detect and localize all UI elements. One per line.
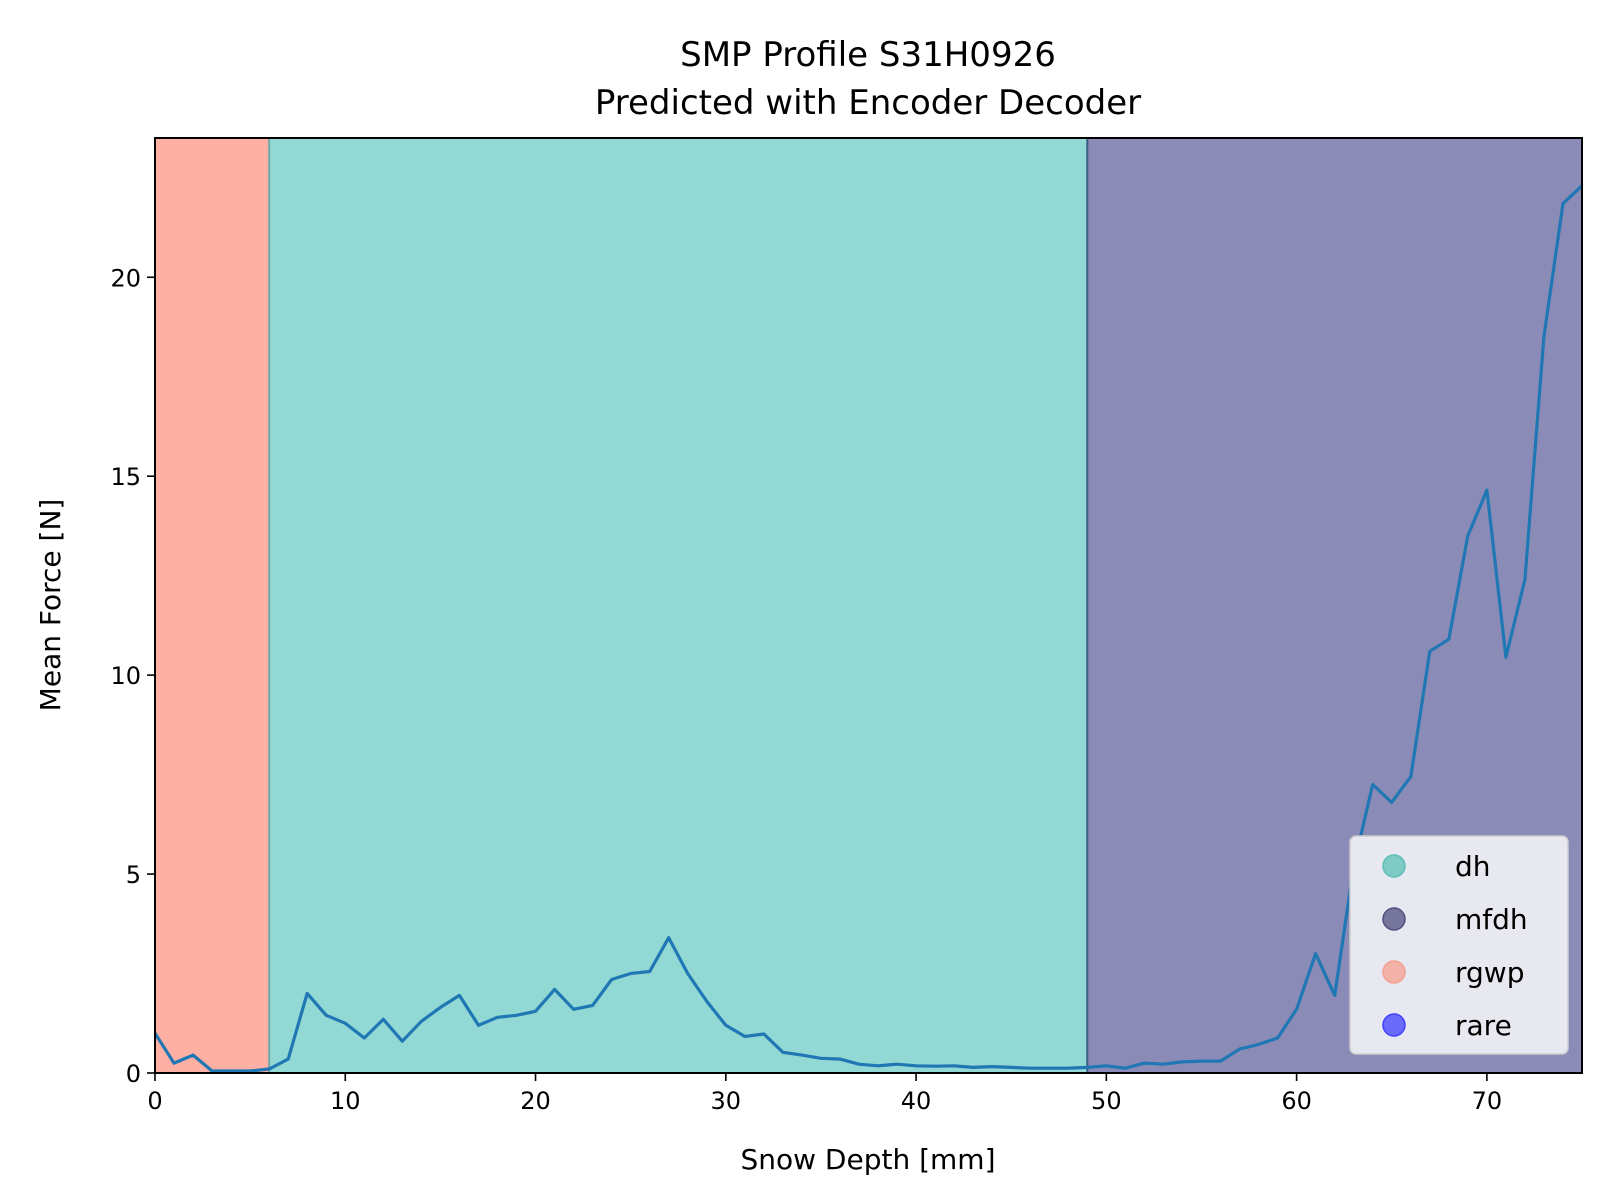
y-axis-label: Mean Force [N]: [34, 499, 67, 712]
series-line-0: [153, 184, 1584, 1073]
legend-label-rare: rare: [1455, 1009, 1512, 1042]
y-tick-label: 10: [110, 662, 141, 690]
legend-box: [1349, 835, 1569, 1055]
legend-marker-rgwp: [1382, 960, 1406, 984]
series-lines: [153, 184, 1584, 1073]
x-tick-label: 0: [147, 1087, 162, 1115]
legend: dh mfdh rgwp rare: [1349, 835, 1569, 1055]
legend-label-mfdh: mfdh: [1455, 903, 1528, 936]
legend-label-dh: dh: [1455, 850, 1491, 883]
chart-subtitle: Predicted with Encoder Decoder: [595, 83, 1141, 123]
legend-marker-mfdh: [1382, 907, 1406, 931]
x-tick-label: 40: [901, 1087, 932, 1115]
region-dh: [269, 138, 1088, 1073]
legend-marker-dh: [1382, 854, 1406, 878]
region-rgwp: [155, 138, 270, 1073]
x-tick-label: 10: [330, 1087, 361, 1115]
y-tick-label: 5: [126, 861, 141, 889]
x-tick-label: 70: [1472, 1087, 1503, 1115]
x-tick-label: 60: [1281, 1087, 1312, 1115]
x-axis-label: Snow Depth [mm]: [740, 1143, 995, 1176]
y-axis-ticks: 0 5 10 15 20: [110, 264, 155, 1088]
x-tick-label: 50: [1091, 1087, 1122, 1115]
x-axis-ticks: 0 10 20 30 40 50 60 70: [147, 1073, 1502, 1115]
y-tick-label: 15: [110, 463, 141, 491]
plot-frame: [154, 137, 1583, 1074]
x-tick-label: 30: [711, 1087, 742, 1115]
y-tick-label: 0: [126, 1060, 141, 1088]
legend-label-rgwp: rgwp: [1455, 956, 1524, 989]
x-tick-label: 20: [520, 1087, 551, 1115]
y-tick-label: 20: [110, 264, 141, 292]
legend-marker-rare: [1382, 1013, 1406, 1037]
chart-title: SMP Profile S31H0926: [680, 35, 1056, 75]
